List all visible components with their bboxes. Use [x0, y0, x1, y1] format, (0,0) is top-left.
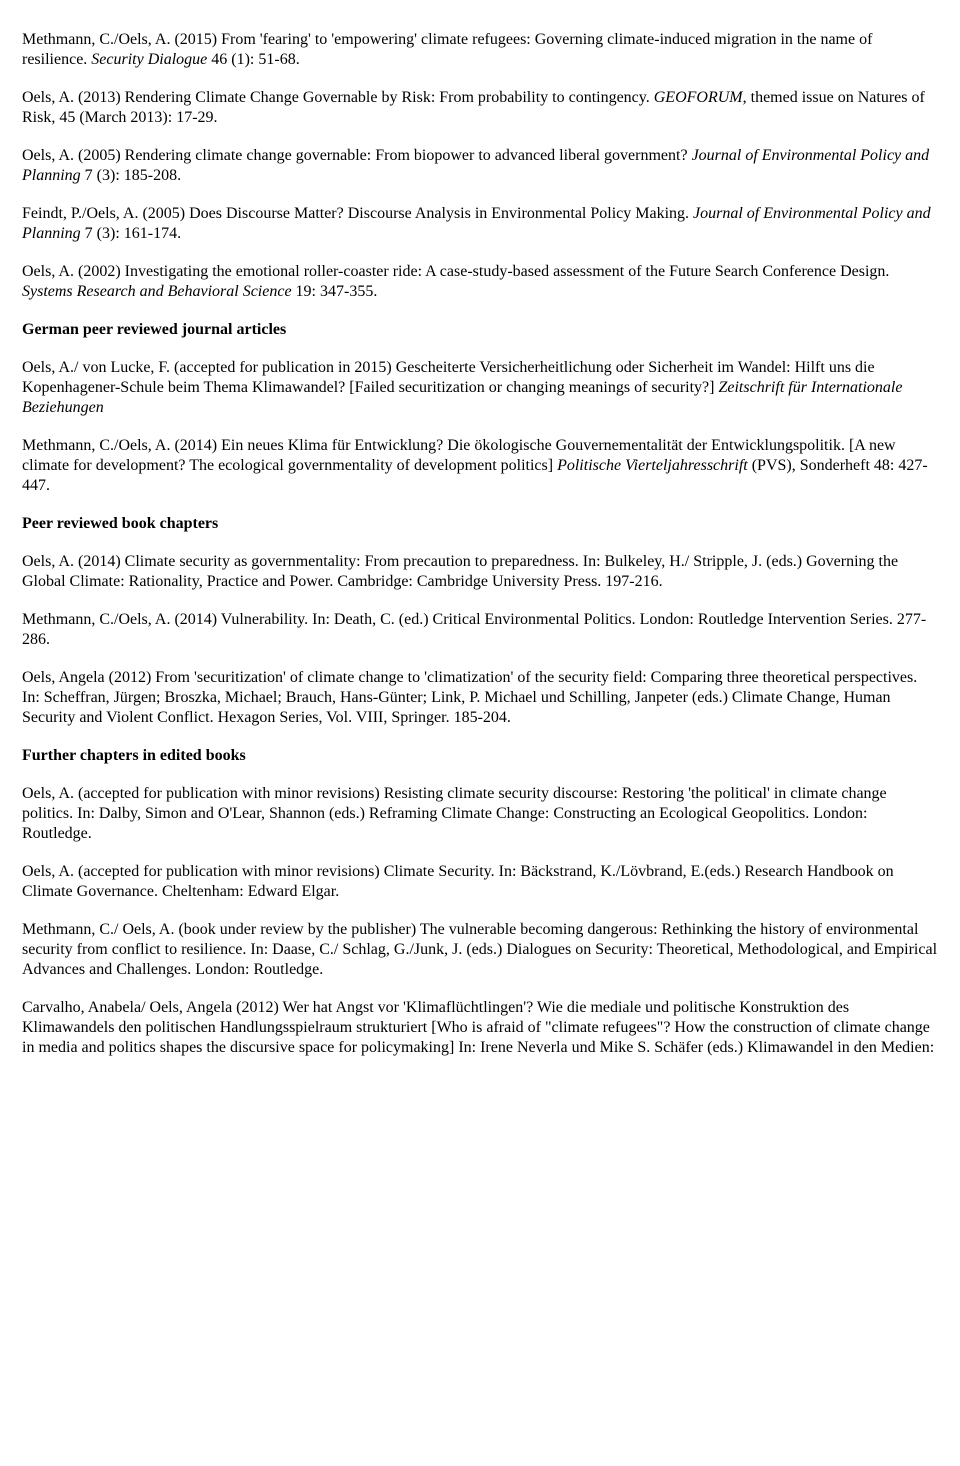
- reference-text: Oels, A. (2005) Rendering climate change…: [22, 147, 692, 164]
- reference-entry: Oels, Angela (2012) From 'securitization…: [22, 668, 938, 728]
- reference-title: Politische Vierteljahresschrift: [557, 457, 748, 474]
- document-body: Methmann, C./Oels, A. (2015) From 'feari…: [22, 30, 938, 1058]
- reference-text: Oels, A. (accepted for publication with …: [22, 785, 887, 842]
- reference-text: Methmann, C./Oels, A. (2014) Vulnerabili…: [22, 611, 926, 648]
- reference-entry: Oels, A. (2002) Investigating the emotio…: [22, 262, 938, 302]
- reference-entry: Oels, A. (2013) Rendering Climate Change…: [22, 88, 938, 128]
- reference-entry: Oels, A. (accepted for publication with …: [22, 784, 938, 844]
- reference-title: Systems Research and Behavioral Science: [22, 283, 292, 300]
- reference-text: Methmann, C./ Oels, A. (book under revie…: [22, 921, 937, 978]
- reference-entry: Methmann, C./Oels, A. (2015) From 'feari…: [22, 30, 938, 70]
- reference-title: Security Dialogue: [91, 51, 207, 68]
- reference-entry: Oels, A. (2014) Climate security as gove…: [22, 552, 938, 592]
- reference-text: 7 (3): 185-208.: [81, 167, 181, 184]
- reference-entry: Oels, A./ von Lucke, F. (accepted for pu…: [22, 358, 938, 418]
- reference-entry: Methmann, C./Oels, A. (2014) Ein neues K…: [22, 436, 938, 496]
- reference-entry: Carvalho, Anabela/ Oels, Angela (2012) W…: [22, 998, 938, 1058]
- reference-entry: Methmann, C./Oels, A. (2014) Vulnerabili…: [22, 610, 938, 650]
- reference-entry: Oels, A. (2005) Rendering climate change…: [22, 146, 938, 186]
- reference-title: GEOFORUM: [654, 89, 743, 106]
- reference-entry: Oels, A. (accepted for publication with …: [22, 862, 938, 902]
- reference-text: Oels, A. (2014) Climate security as gove…: [22, 553, 898, 590]
- reference-text: Carvalho, Anabela/ Oels, Angela (2012) W…: [22, 999, 934, 1056]
- reference-entry: Feindt, P./Oels, A. (2005) Does Discours…: [22, 204, 938, 244]
- reference-text: 7 (3): 161-174.: [81, 225, 181, 242]
- reference-text: Oels, A. (2002) Investigating the emotio…: [22, 263, 889, 280]
- reference-text: 19: 347-355.: [292, 283, 378, 300]
- reference-text: Oels, A. (accepted for publication with …: [22, 863, 894, 900]
- section-heading: Peer reviewed book chapters: [22, 514, 938, 534]
- reference-text: Oels, A. (2013) Rendering Climate Change…: [22, 89, 654, 106]
- reference-text: Oels, Angela (2012) From 'securitization…: [22, 669, 917, 726]
- reference-entry: Methmann, C./ Oels, A. (book under revie…: [22, 920, 938, 980]
- reference-text: 46 (1): 51-68.: [207, 51, 299, 68]
- reference-text: Feindt, P./Oels, A. (2005) Does Discours…: [22, 205, 693, 222]
- section-heading: Further chapters in edited books: [22, 746, 938, 766]
- section-heading: German peer reviewed journal articles: [22, 320, 938, 340]
